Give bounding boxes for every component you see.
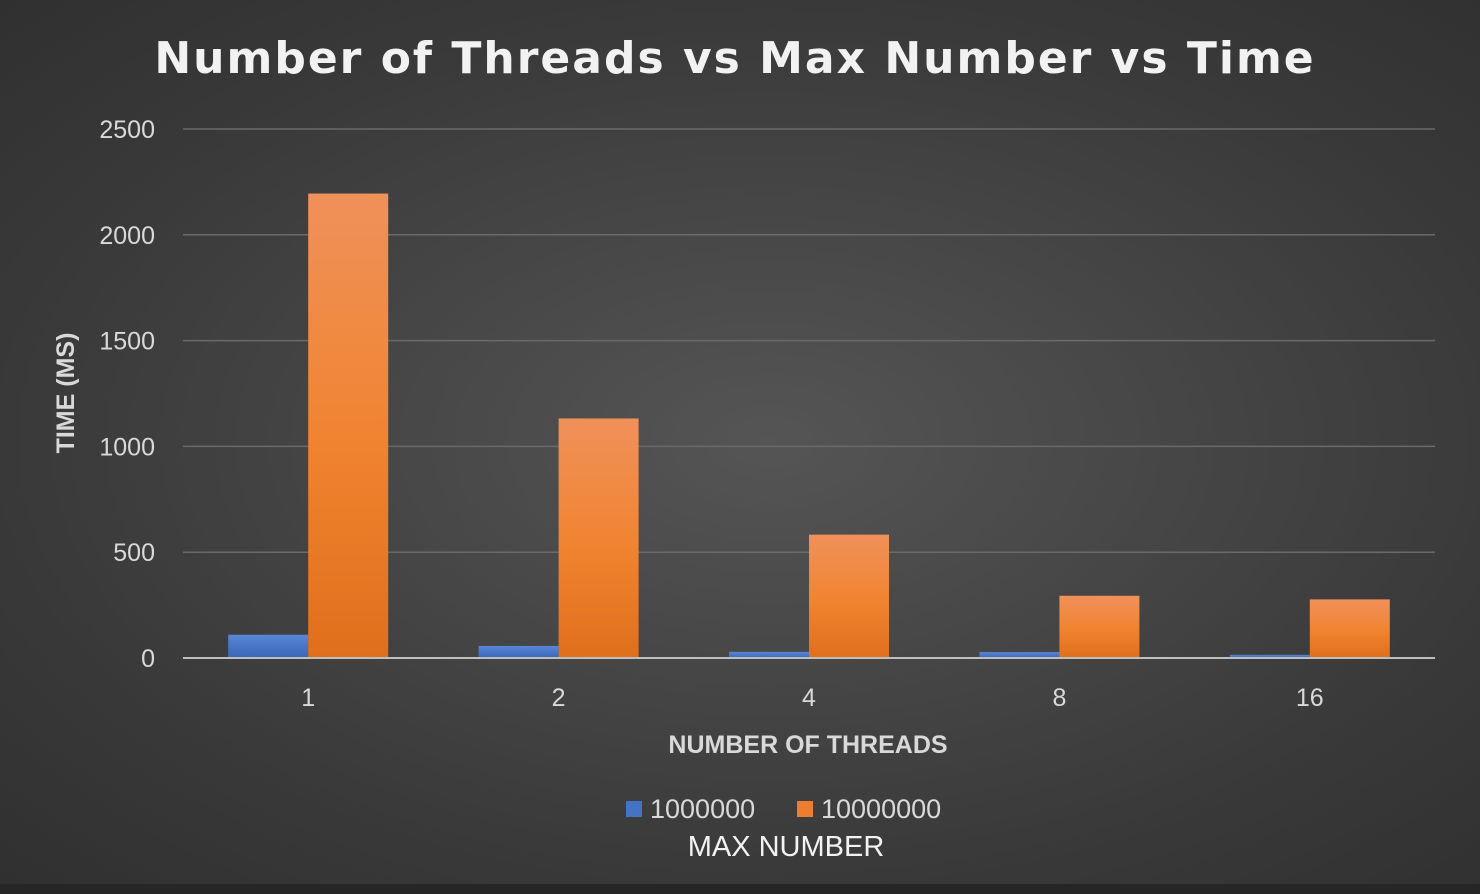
bar-series-2-2	[558, 418, 639, 658]
bars	[183, 193, 1435, 659]
bar-series-2-1	[308, 193, 389, 658]
bar-series-1-1	[228, 634, 309, 658]
x-tick-label: 2	[552, 684, 566, 712]
bar-series-1-2	[478, 645, 559, 658]
y-axis-title: TIME (MS)	[52, 333, 80, 454]
y-tick-label: 500	[113, 539, 155, 567]
legend-label-series-2: 10000000	[821, 794, 941, 824]
legend-title: MAX NUMBER	[688, 831, 885, 863]
x-tick-label: 1	[301, 684, 315, 712]
legend-label-series-1: 1000000	[650, 794, 755, 824]
legend-swatch-series-1	[626, 801, 642, 817]
bar-series-2-16	[1309, 599, 1390, 658]
legend-swatch-series-2	[797, 801, 813, 817]
y-axis-ticks: 0 500 1000 1500 2000 2500	[99, 116, 155, 673]
x-tick-label: 8	[1052, 684, 1066, 712]
y-tick-label: 2500	[99, 116, 155, 144]
y-tick-label: 0	[141, 645, 155, 673]
x-tick-label: 4	[802, 684, 816, 712]
y-tick-label: 1000	[99, 433, 155, 461]
bar-series-1-16	[1229, 654, 1310, 658]
legend: 1000000 10000000 MAX NUMBER	[626, 794, 941, 863]
x-axis-ticks: 1 2 4 8 16	[301, 684, 1323, 712]
bar-series-1-4	[729, 651, 809, 658]
bar-series-2-8	[1059, 595, 1140, 658]
y-tick-label: 1500	[99, 328, 155, 356]
gridlines	[183, 128, 1435, 553]
bar-series-1-8	[979, 652, 1060, 658]
bottom-border	[0, 884, 1480, 894]
x-axis-title: NUMBER OF THREADS	[668, 731, 947, 759]
chart-title: Number of Threads vs Max Number vs Time	[154, 33, 1315, 84]
x-tick-label: 16	[1296, 684, 1324, 712]
y-tick-label: 2000	[99, 222, 155, 250]
bar-series-2-4	[809, 534, 889, 658]
